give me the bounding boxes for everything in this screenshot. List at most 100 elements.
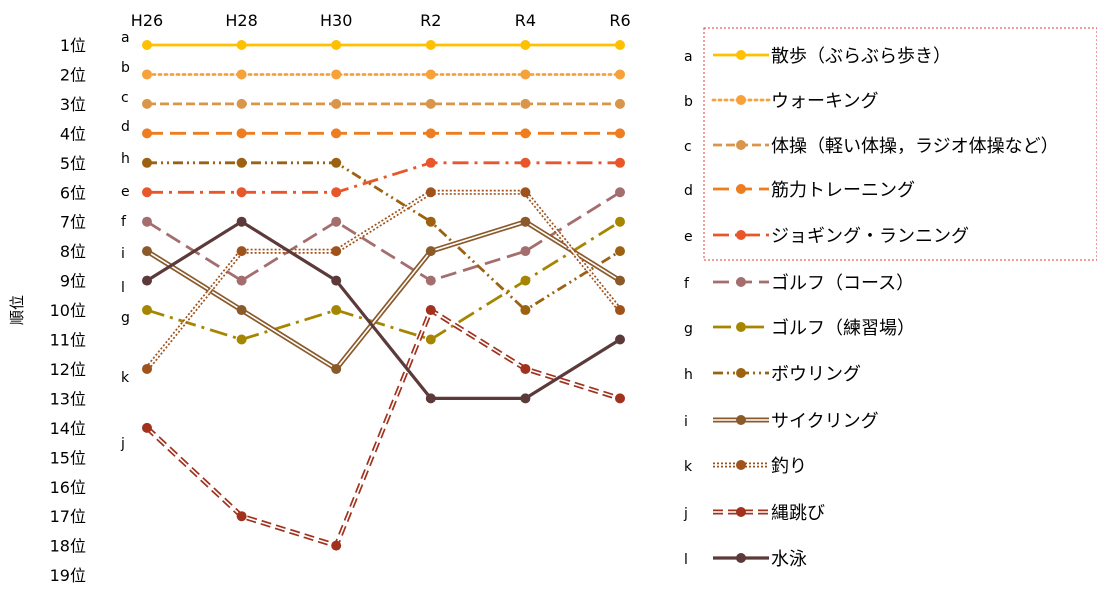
legend-letter: i xyxy=(684,414,688,430)
legend-item-e: e ジョギング・ランニング xyxy=(684,226,969,247)
data-point-c xyxy=(520,98,531,109)
y-tick-label: 9位 xyxy=(60,272,86,291)
data-point-a xyxy=(142,40,152,50)
series-line-i-inner xyxy=(146,220,621,370)
data-point-i xyxy=(142,246,152,257)
y-tick-label: 1位 xyxy=(60,36,86,55)
y-tick-label: 11位 xyxy=(50,331,86,350)
data-point-i xyxy=(331,363,342,374)
data-point-a xyxy=(236,40,247,50)
start-label-i: i xyxy=(121,246,125,262)
data-point-l xyxy=(142,275,152,286)
data-point-g xyxy=(520,275,531,286)
series-a xyxy=(142,40,625,50)
data-point-h xyxy=(615,246,625,257)
y-tick-label: 2位 xyxy=(60,65,86,84)
data-point-d xyxy=(615,128,625,139)
x-tick-label: R4 xyxy=(515,11,536,30)
y-tick-label: 10位 xyxy=(50,301,86,320)
data-point-c xyxy=(142,98,152,109)
series-b xyxy=(142,69,625,80)
data-point-l xyxy=(520,393,531,404)
data-point-f xyxy=(331,216,342,227)
legend-swatch-marker xyxy=(736,50,746,60)
data-point-d xyxy=(142,128,152,139)
series-h xyxy=(142,157,625,316)
legend-highlight-box xyxy=(703,27,1097,261)
legend-series-name: 水泳 xyxy=(771,549,807,570)
data-point-g xyxy=(142,305,152,316)
x-axis-ticks: H26 H28 H30 R2 R4 R6 xyxy=(131,11,631,30)
series-line-l xyxy=(146,220,621,400)
legend-series-name: 体操（軽い体操，ラジオ体操など） xyxy=(771,136,1059,157)
data-point-g xyxy=(236,334,247,345)
start-label-d: d xyxy=(121,119,130,135)
data-point-b xyxy=(425,69,436,80)
start-label-k: k xyxy=(121,370,130,386)
legend-series-name: ゴルフ（コース） xyxy=(771,273,914,294)
y-tick-label: 8位 xyxy=(60,242,86,261)
y-axis-label: 順位 xyxy=(8,295,26,325)
legend-letter: k xyxy=(684,459,693,475)
data-point-b xyxy=(331,69,342,80)
data-point-b xyxy=(142,69,152,80)
x-tick-label: R2 xyxy=(420,11,441,30)
series-d xyxy=(142,128,625,139)
data-point-k xyxy=(425,187,436,198)
start-label-j: j xyxy=(120,436,125,452)
legend-letter: j xyxy=(683,506,688,522)
legend-series-name: ジョギング・ランニング xyxy=(771,226,969,247)
data-point-h xyxy=(520,305,531,316)
data-point-k xyxy=(520,187,531,198)
legend-series-name: ウォーキング xyxy=(771,91,878,112)
legend-swatch-marker xyxy=(736,322,746,332)
data-point-i xyxy=(615,275,625,286)
start-label-g: g xyxy=(121,310,130,326)
data-point-k xyxy=(142,363,152,374)
data-point-a xyxy=(425,40,436,50)
legend-letter: d xyxy=(684,183,693,199)
data-point-c xyxy=(615,98,625,109)
legend-letter: b xyxy=(684,94,693,110)
series-k xyxy=(142,187,625,374)
x-tick-label: H28 xyxy=(225,11,257,30)
data-point-k xyxy=(331,246,342,257)
series-j xyxy=(142,305,625,551)
y-tick-label: 6位 xyxy=(60,183,86,202)
data-point-d xyxy=(520,128,531,139)
legend-swatch-marker xyxy=(736,460,746,470)
legend-letter: c xyxy=(684,139,692,155)
data-point-g xyxy=(331,305,342,316)
data-point-k xyxy=(236,246,247,257)
y-tick-label: 4位 xyxy=(60,124,86,143)
series-i xyxy=(142,216,625,374)
legend-letter: e xyxy=(684,229,693,245)
y-axis-ticks: 1位 2位 3位 4位 5位 6位 7位 8位 9位 10位 11位 12位 13位 14位 15位 16位 1… xyxy=(50,36,86,585)
data-point-j xyxy=(520,363,531,374)
series-line-g xyxy=(146,220,621,341)
y-tick-label: 14位 xyxy=(50,419,86,438)
legend-item-i: i サイクリング xyxy=(684,411,879,432)
series-l xyxy=(142,216,625,404)
data-point-a xyxy=(331,40,342,50)
start-label-b: b xyxy=(121,60,130,76)
legend-letter: g xyxy=(684,321,693,337)
data-point-l xyxy=(331,275,342,286)
data-point-d xyxy=(236,128,247,139)
data-point-j xyxy=(615,393,625,404)
legend: a 散歩（ぶらぶら歩き） b ウォーキング c 体操（軽い体操，ラジオ体操など） d 筋力トレ… xyxy=(683,46,1059,570)
data-point-k xyxy=(615,305,625,316)
data-point-b xyxy=(520,69,531,80)
legend-letter: a xyxy=(684,49,693,65)
data-point-j xyxy=(425,305,436,316)
y-tick-label: 17位 xyxy=(50,507,86,526)
legend-letter: f xyxy=(684,276,690,292)
data-point-j xyxy=(331,540,342,551)
start-label-e: e xyxy=(121,184,130,200)
series-e xyxy=(142,157,625,198)
data-point-e xyxy=(331,187,342,198)
data-point-b xyxy=(236,69,247,80)
legend-series-name: 散歩（ぶらぶら歩き） xyxy=(771,46,951,67)
